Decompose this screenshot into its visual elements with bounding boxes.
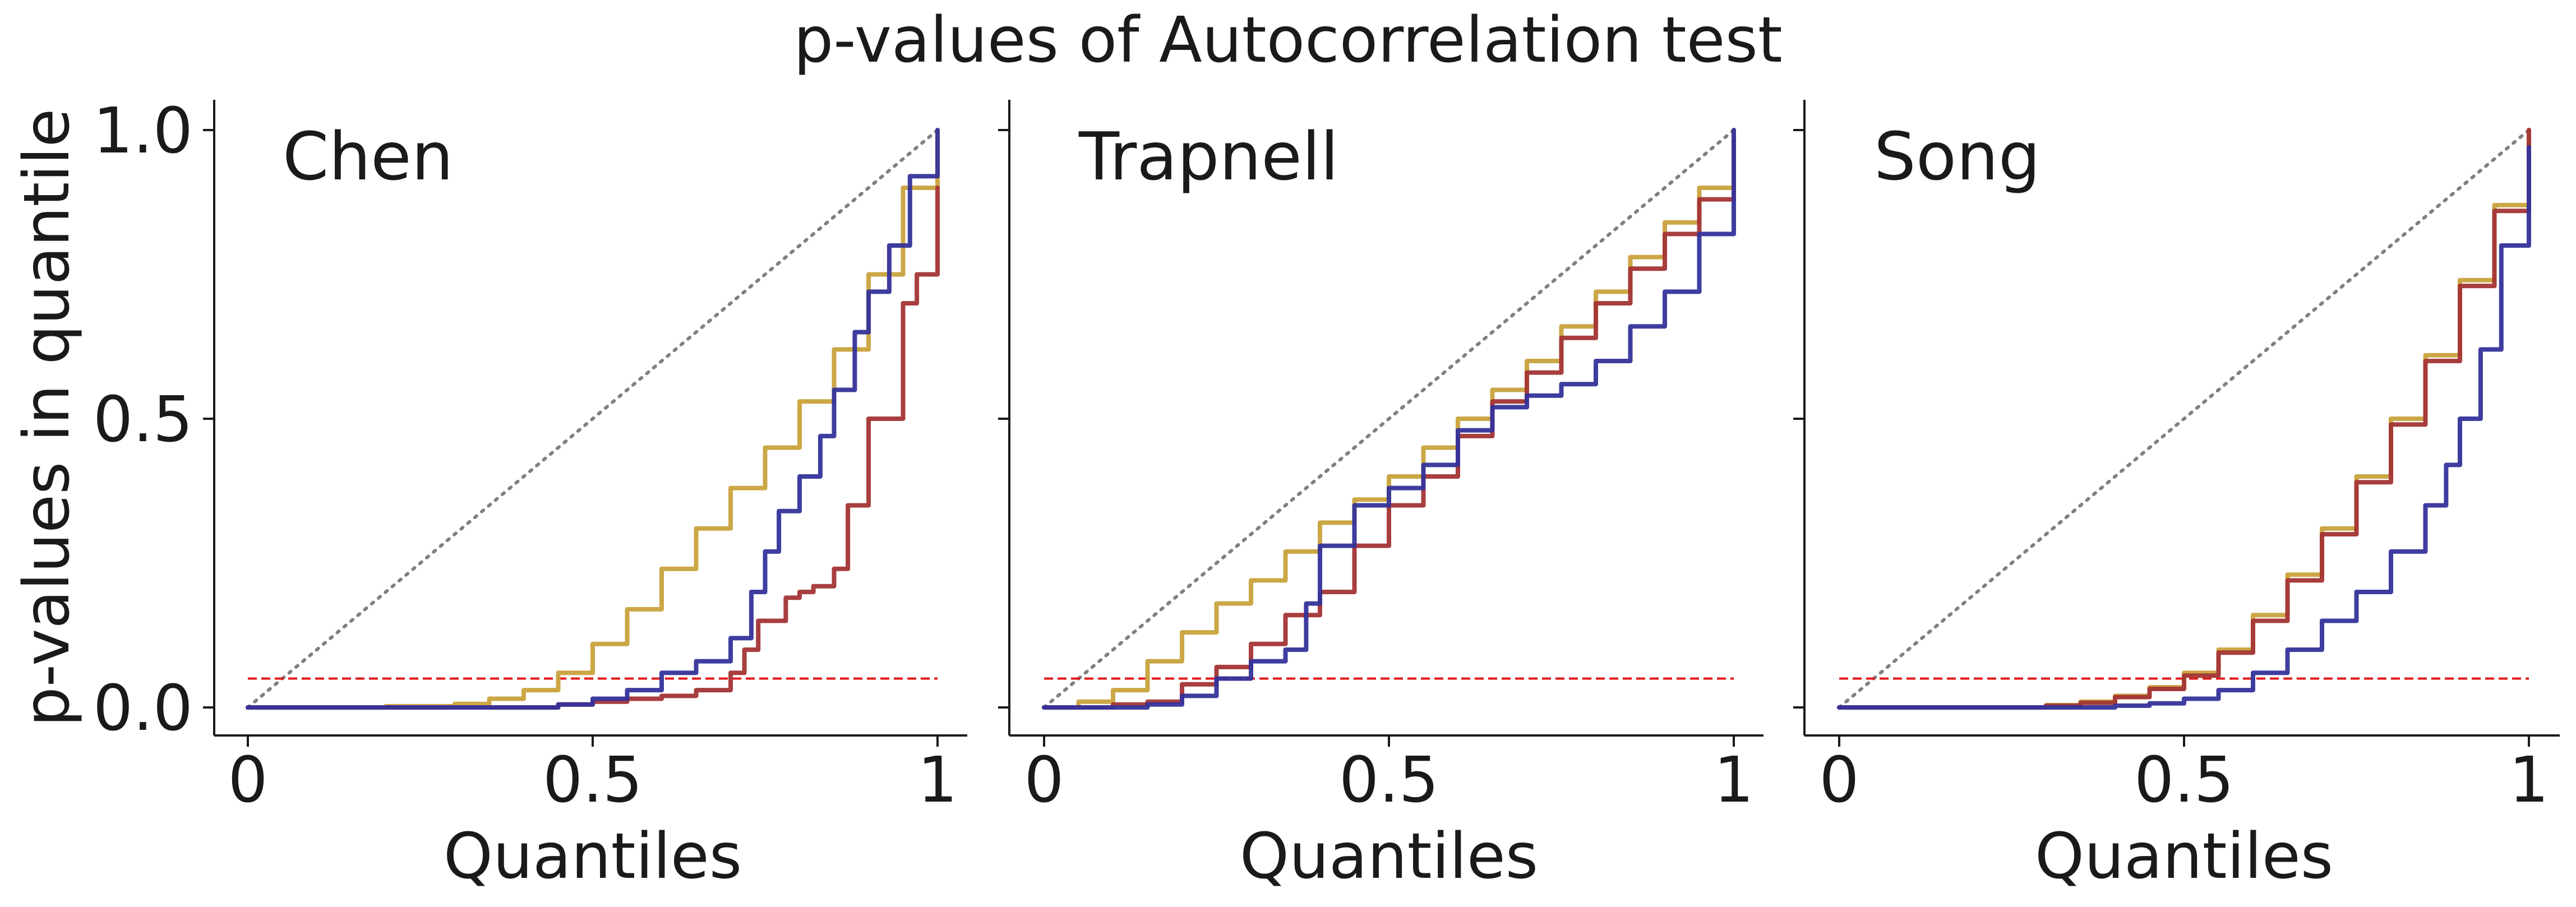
series-line-2: [1042, 139, 1736, 710]
y-axis-label: p-values in quantile: [11, 109, 84, 727]
diagonal-reference-line: [1042, 128, 1735, 709]
series-line-1: [246, 128, 940, 710]
series-line-3: [246, 128, 940, 710]
panel-chen: 0 0.5 1 0.0 0.5 1.0 Quantiles Chen: [93, 95, 967, 893]
x-tick-label: 0.5: [1339, 744, 1439, 817]
series-line-3: [1042, 128, 1736, 710]
x-tick-label: 0: [1024, 744, 1064, 817]
x-axis-label: Quantiles: [1240, 820, 1538, 893]
panels-group: 0 0.5 1 0.0 0.5 1.0 Quantiles Chen 0 0.5 1 Quantile…: [93, 95, 2560, 893]
x-tick-label: 0: [1819, 744, 1859, 817]
diagonal-reference-line: [246, 128, 939, 709]
x-tick-label: 0: [228, 744, 267, 817]
x-tick-label: 0.5: [2134, 744, 2234, 817]
series-line-2: [246, 186, 940, 710]
panel-trapnell: 0 0.5 1 Quantiles Trapnell: [998, 100, 1764, 893]
panel-label: Song: [1874, 118, 2041, 195]
chart-title: p-values of Autocorrelation test: [793, 4, 1783, 77]
series-line-2: [1837, 128, 2531, 710]
x-tick-label: 1: [2509, 744, 2549, 817]
series-line-3: [1837, 145, 2531, 710]
x-tick-label: 1: [917, 744, 957, 817]
y-tick-label: 0.0: [93, 672, 193, 745]
panel-song: 0 0.5 1 Quantiles Song: [1793, 100, 2560, 893]
diagonal-reference-line: [1838, 128, 2531, 709]
y-tick-label: 0.5: [93, 383, 193, 456]
x-axis-label: Quantiles: [444, 820, 742, 893]
panel-label: Chen: [283, 118, 454, 195]
x-tick-label: 0.5: [543, 744, 643, 817]
x-axis-label: Quantiles: [2035, 820, 2333, 893]
y-tick-label: 1.0: [93, 95, 193, 168]
panel-label: Trapnell: [1078, 118, 1338, 195]
x-tick-label: 1: [1714, 744, 1753, 817]
